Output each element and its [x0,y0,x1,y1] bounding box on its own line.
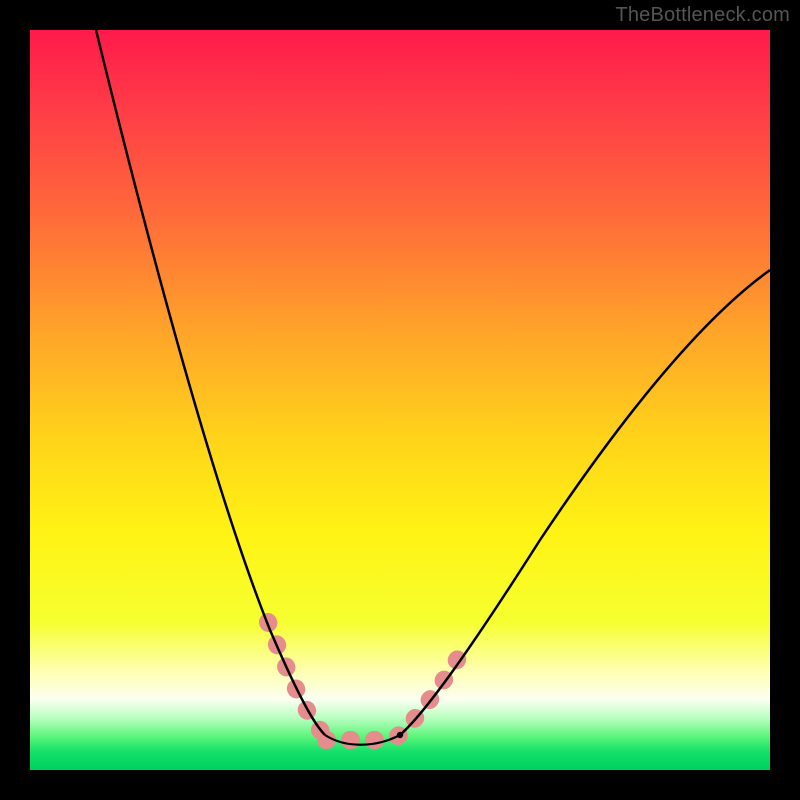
chart-canvas: TheBottleneck.com [0,0,800,800]
bottleneck-chart [0,0,800,800]
plot-background [30,30,770,770]
watermark-text: TheBottleneck.com [615,4,790,27]
min-marker [397,732,403,738]
